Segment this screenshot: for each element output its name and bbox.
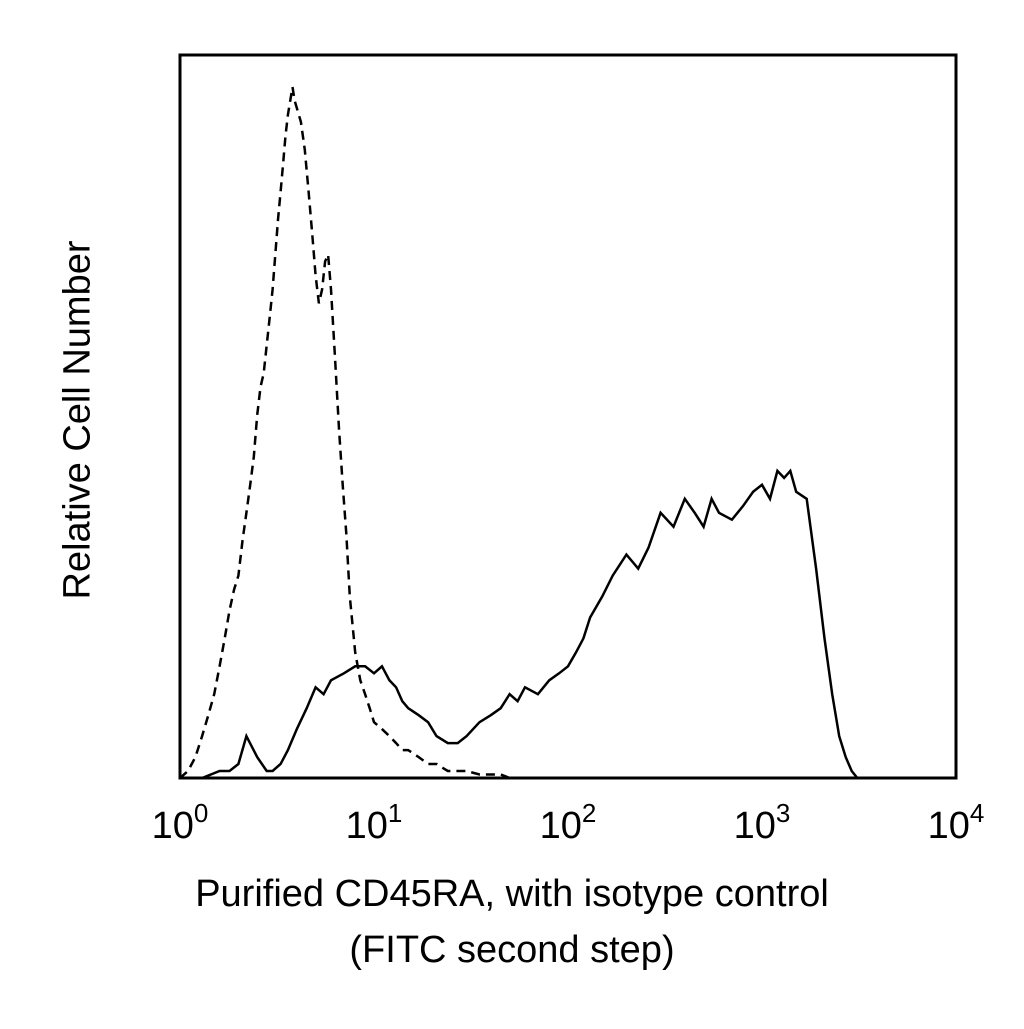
x-tick-label-2: 102 [540,798,597,847]
x-axis-title-line-1: Purified CD45RA, with isotype control [0,872,1024,916]
series-line-isotype-dashed [180,87,510,778]
x-tick-base: 10 [540,805,582,847]
y-axis-title: Relative Cell Number [57,240,100,599]
x-tick-label-1: 101 [346,798,403,847]
x-tick-exponent: 1 [388,798,402,828]
x-tick-base: 10 [346,805,388,847]
x-tick-exponent: 4 [970,798,984,828]
x-axis-title-line-2: (FITC second step) [0,928,1024,972]
series-line-cd45ra-solid [180,471,857,778]
series-layer [180,87,858,778]
x-tick-label-4: 104 [928,798,985,847]
x-tick-base: 10 [734,805,776,847]
plot-frame [180,55,956,778]
x-tick-exponent: 3 [776,798,790,828]
x-tick-label-3: 103 [734,798,791,847]
x-tick-exponent: 0 [194,798,208,828]
x-tick-label-0: 100 [152,798,209,847]
x-tick-exponent: 2 [582,798,596,828]
x-tick-base: 10 [152,805,194,847]
x-tick-base: 10 [928,805,970,847]
